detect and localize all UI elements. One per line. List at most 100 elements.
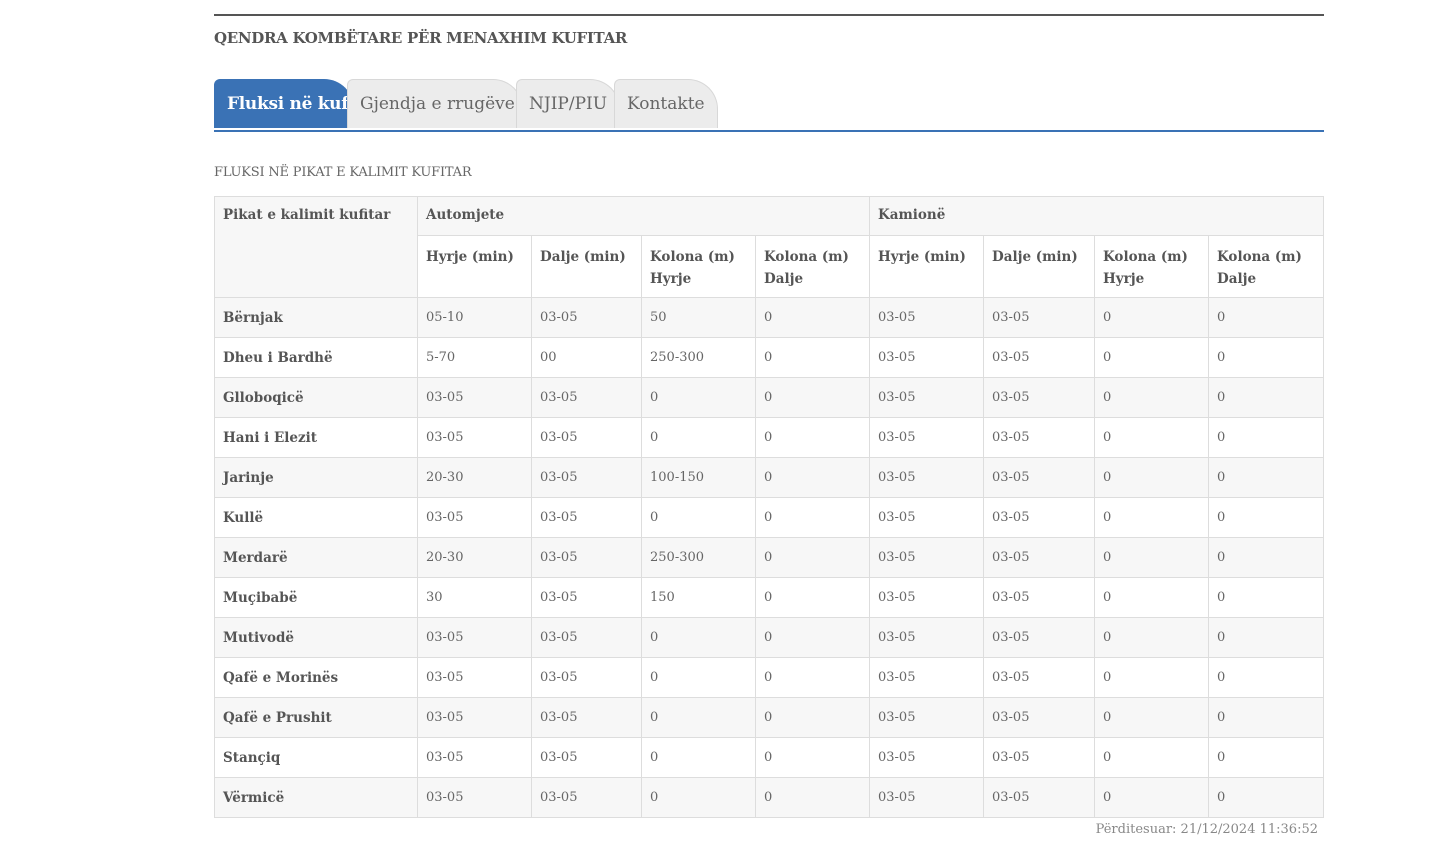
header-crossing-point: Pikat e kalimit kufitar (214, 196, 418, 298)
table-cell: 0 (641, 417, 756, 458)
table-row: Hani i Elezit 03-05 03-05 0 0 03-05 03-05 0 0 (214, 417, 1324, 458)
table-cell: 03-05 (869, 457, 984, 498)
table-cell: 20-30 (417, 457, 532, 498)
table-cell: 0 (641, 697, 756, 738)
table-cell: 50 (641, 297, 756, 338)
table-cell: 03-05 (531, 697, 642, 738)
table-cell: 0 (1208, 417, 1324, 458)
top-divider (214, 14, 1324, 16)
crossing-name: Jarinje (214, 457, 418, 498)
column-header: Kolona (m) Dalje (1208, 235, 1324, 298)
table-cell: 03-05 (869, 577, 984, 618)
table-row: Qafë e Morinës 03-05 03-05 0 0 03-05 03-05 0 0 (214, 657, 1324, 698)
table-cell: 0 (1094, 577, 1209, 618)
table-cell: 03-05 (869, 657, 984, 698)
table-cell: 5-70 (417, 337, 532, 378)
table-cell: 03-05 (531, 457, 642, 498)
table-cell: 03-05 (983, 337, 1095, 378)
crossing-name: Bërnjak (214, 297, 418, 338)
table-cell: 03-05 (417, 617, 532, 658)
table-cell: 0 (1208, 297, 1324, 338)
column-header: Dalje (min) (983, 235, 1095, 298)
table-cell: 0 (641, 497, 756, 538)
table-cell: 03-05 (869, 737, 984, 778)
table-row: Dheu i Bardhë 5-70 00 250-300 0 03-05 03-05 0 0 (214, 337, 1324, 378)
table-cell: 0 (1094, 657, 1209, 698)
table-cell: 0 (755, 457, 870, 498)
header-group-vehicles: Automjete (417, 196, 870, 236)
table-cell: 03-05 (869, 617, 984, 658)
table-cell: 0 (1094, 617, 1209, 658)
table-cell: 03-05 (417, 417, 532, 458)
table-cell: 03-05 (983, 617, 1095, 658)
last-updated: Përditesuar: 21/12/2024 11:36:52 (1095, 822, 1318, 837)
table-cell: 0 (755, 617, 870, 658)
tab-contacts[interactable]: Kontakte (614, 79, 718, 128)
table-cell: 0 (1094, 697, 1209, 738)
crossing-name: Mutivodë (214, 617, 418, 658)
table-cell: 03-05 (531, 537, 642, 578)
table-cell: 0 (1208, 497, 1324, 538)
table-row: Jarinje 20-30 03-05 100-150 0 03-05 03-05 0 0 (214, 457, 1324, 498)
crossing-name: Qafë e Morinës (214, 657, 418, 698)
crossing-name: Muçibabë (214, 577, 418, 618)
table-cell: 03-05 (869, 297, 984, 338)
table-cell: 03-05 (983, 497, 1095, 538)
tab-bar: Fluksi në kufi Gjendja e rrugëve NJIP/PI… (214, 78, 1324, 132)
crossing-name: Kullë (214, 497, 418, 538)
table-cell: 0 (1094, 377, 1209, 418)
header-group-trucks: Kamionë (869, 196, 1324, 236)
table-cell: 03-05 (983, 377, 1095, 418)
table-cell: 05-10 (417, 297, 532, 338)
table-cell: 03-05 (417, 697, 532, 738)
table-cell: 30 (417, 577, 532, 618)
crossing-name: Qafë e Prushit (214, 697, 418, 738)
table-cell: 0 (1208, 577, 1324, 618)
table-cell: 03-05 (531, 577, 642, 618)
table-row: Merdarë 20-30 03-05 250-300 0 03-05 03-05 0 0 (214, 537, 1324, 578)
table-cell: 03-05 (983, 297, 1095, 338)
table-row: Muçibabë 30 03-05 150 0 03-05 03-05 0 0 (214, 577, 1324, 618)
table-cell: 0 (755, 537, 870, 578)
table-cell: 03-05 (531, 497, 642, 538)
table-cell: 03-05 (983, 697, 1095, 738)
table-cell: 0 (755, 657, 870, 698)
table-cell: 0 (641, 737, 756, 778)
table-cell: 03-05 (417, 497, 532, 538)
table-cell: 0 (641, 777, 756, 818)
table-cell: 0 (755, 577, 870, 618)
table-cell: 0 (1208, 657, 1324, 698)
tab-piu[interactable]: NJIP/PIU (516, 79, 620, 128)
table-row: Stançiq 03-05 03-05 0 0 03-05 03-05 0 0 (214, 737, 1324, 778)
table-cell: 03-05 (983, 657, 1095, 698)
table-cell: 03-05 (869, 697, 984, 738)
table-cell: 03-05 (983, 577, 1095, 618)
table-cell: 03-05 (983, 737, 1095, 778)
table-cell: 0 (755, 497, 870, 538)
table-cell: 0 (755, 777, 870, 818)
table-cell: 0 (1208, 337, 1324, 378)
column-header: Kolona (m) Hyrje (1094, 235, 1209, 298)
table-cell: 0 (641, 657, 756, 698)
table-cell: 0 (1094, 337, 1209, 378)
tab-road-conditions[interactable]: Gjendja e rrugëve (347, 79, 523, 128)
table-cell: 03-05 (531, 657, 642, 698)
table-cell: 03-05 (417, 657, 532, 698)
table-cell: 0 (1094, 297, 1209, 338)
table-cell: 03-05 (531, 417, 642, 458)
table-cell: 0 (755, 737, 870, 778)
column-header: Hyrje (min) (869, 235, 984, 298)
table-cell: 03-05 (531, 377, 642, 418)
page-title: QENDRA KOMBËTARE PËR MENAXHIM KUFITAR (214, 29, 628, 47)
crossing-name: Hani i Elezit (214, 417, 418, 458)
table-row: Kullë 03-05 03-05 0 0 03-05 03-05 0 0 (214, 497, 1324, 538)
table-cell: 0 (1208, 737, 1324, 778)
column-header: Kolona (m) Hyrje (641, 235, 756, 298)
table-cell: 0 (1208, 377, 1324, 418)
table-cell: 03-05 (417, 377, 532, 418)
crossing-name: Glloboqicë (214, 377, 418, 418)
tab-border-flux[interactable]: Fluksi në kufi (214, 79, 355, 128)
table-cell: 03-05 (869, 417, 984, 458)
table-cell: 0 (1094, 417, 1209, 458)
table-cell: 0 (1094, 497, 1209, 538)
